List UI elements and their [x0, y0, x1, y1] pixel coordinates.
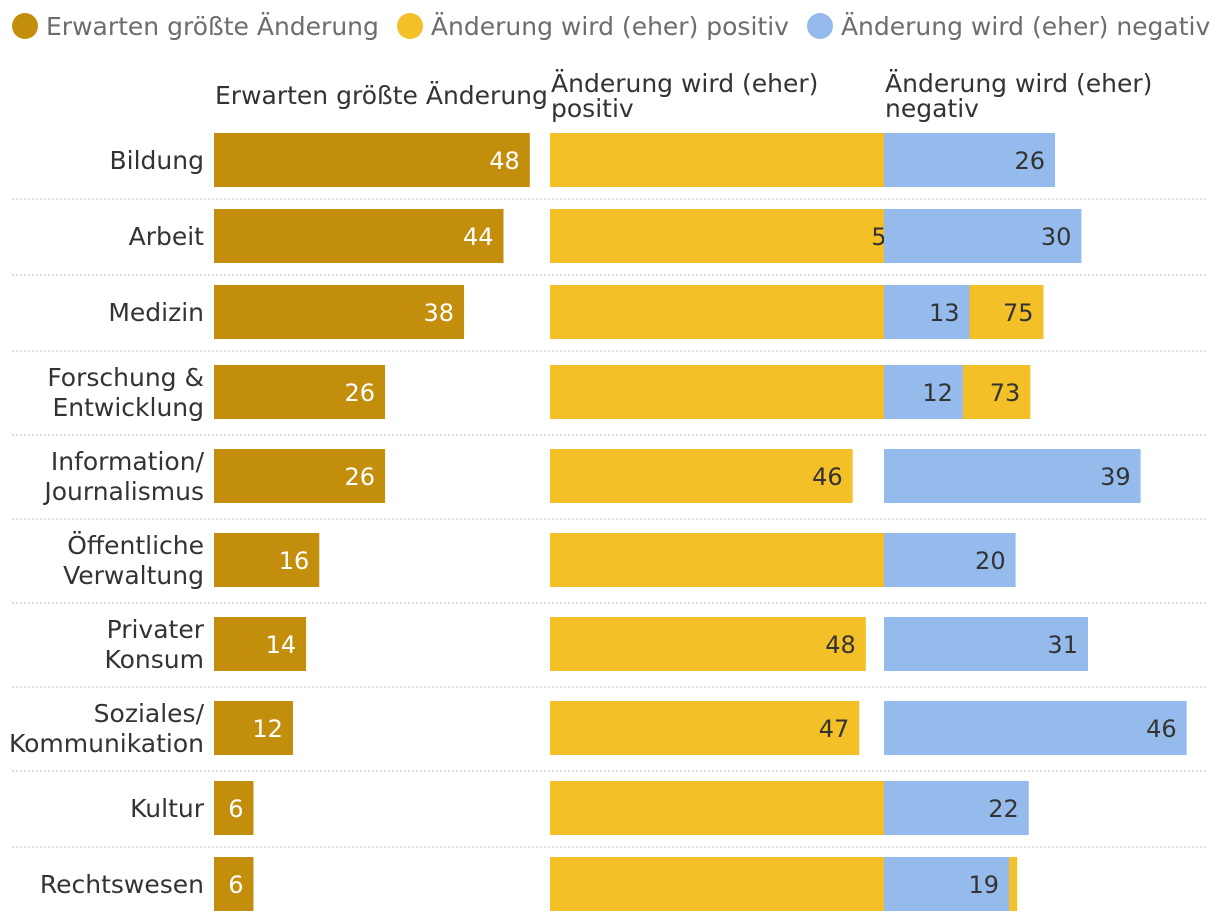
- value-label-largest-change: 16: [279, 547, 310, 575]
- bar-negative: [884, 857, 1010, 911]
- value-label-largest-change: 14: [266, 631, 297, 659]
- category-label: Journalismus: [42, 477, 204, 506]
- legend-label-positive: Änderung wird (eher) positiv: [430, 11, 789, 41]
- value-label-positive: 48: [825, 631, 856, 659]
- category-label: Kommunikation: [9, 729, 204, 758]
- category-label: Rechtswesen: [40, 870, 204, 899]
- value-label-negative: 39: [1100, 463, 1131, 491]
- column-title-negative: negativ: [885, 94, 979, 123]
- column-title-negative: Änderung wird (eher): [885, 69, 1152, 98]
- value-label-positive: 73: [990, 379, 1021, 407]
- bar-largest-change: [214, 701, 293, 755]
- bar-largest-change: [214, 781, 254, 835]
- value-label-negative: 26: [1015, 147, 1046, 175]
- bar-negative: [884, 617, 1088, 671]
- bar-negative: [884, 133, 1056, 187]
- bar-positive: [550, 617, 866, 671]
- value-label-largest-change: 48: [489, 147, 520, 175]
- value-label-largest-change: 6: [228, 795, 243, 823]
- bar-negative: [884, 701, 1187, 755]
- value-label-largest-change: 44: [463, 223, 494, 251]
- value-label-negative: 30: [1041, 223, 1072, 251]
- bar-negative: [884, 533, 1016, 587]
- category-label: Öffentliche: [67, 531, 204, 560]
- category-label: Forschung &: [47, 363, 204, 392]
- bar-largest-change: [214, 285, 465, 339]
- value-label-negative: 22: [988, 795, 1019, 823]
- category-label: Kultur: [130, 794, 205, 823]
- category-label: Entwicklung: [52, 393, 204, 422]
- bar-largest-change: [214, 449, 386, 503]
- bar-positive: [550, 209, 912, 263]
- bar-negative: [884, 449, 1141, 503]
- column-title-positive: Änderung wird (eher): [551, 69, 818, 98]
- category-label: Medizin: [108, 298, 204, 327]
- bar-largest-change: [214, 133, 530, 187]
- legend-dot-positive: [396, 13, 423, 39]
- value-label-negative: 46: [1146, 715, 1177, 743]
- legend-dot-largest-change: [12, 13, 38, 39]
- column-title-largest-change: Erwarten größte Änderung: [215, 81, 548, 110]
- value-label-largest-change: 26: [345, 379, 376, 407]
- legend-label-negative: Änderung wird (eher) negativ: [840, 11, 1211, 41]
- category-label: Arbeit: [129, 222, 205, 251]
- bar-negative: [884, 209, 1082, 263]
- bar-largest-change: [214, 857, 254, 911]
- value-label-positive: 46: [812, 463, 843, 491]
- bar-negative: [884, 285, 970, 339]
- value-label-negative: 31: [1047, 631, 1078, 659]
- bar-largest-change: [214, 365, 386, 419]
- legend-item-negative: Änderung wird (eher) negativ: [806, 11, 1211, 41]
- legend-dot-negative: [806, 13, 833, 39]
- value-label-negative: 20: [975, 547, 1006, 575]
- legend: Erwarten größte Änderung Änderung wird (…: [12, 8, 1220, 44]
- bar-largest-change: [214, 617, 307, 671]
- value-label-negative: 12: [922, 379, 953, 407]
- value-label-positive: 47: [819, 715, 850, 743]
- bar-positive: [550, 701, 860, 755]
- value-label-largest-change: 12: [252, 715, 283, 743]
- legend-item-largest-change: Erwarten größte Änderung: [12, 12, 379, 41]
- legend-item-positive: Änderung wird (eher) positiv: [396, 11, 789, 41]
- value-label-largest-change: 26: [345, 463, 376, 491]
- bar-largest-change: [214, 533, 320, 587]
- bar-negative: [884, 781, 1029, 835]
- column-title-positive: positiv: [551, 94, 634, 123]
- category-label: Soziales/: [94, 699, 205, 728]
- bar-largest-change: [214, 209, 504, 263]
- value-label-largest-change: 6: [228, 871, 243, 899]
- bar-negative: [884, 365, 963, 419]
- category-label: Konsum: [104, 645, 204, 674]
- value-label-negative: 13: [929, 299, 960, 327]
- legend-label-largest-change: Erwarten größte Änderung: [46, 11, 379, 41]
- category-label: Verwaltung: [63, 561, 204, 590]
- category-label: Privater: [107, 615, 205, 644]
- value-label-largest-change: 38: [423, 299, 454, 327]
- value-label-positive: 75: [1003, 299, 1034, 327]
- category-label: Bildung: [110, 146, 204, 175]
- category-label: Information/: [51, 447, 205, 476]
- bar-positive: [550, 449, 853, 503]
- value-label-negative: 19: [968, 871, 999, 899]
